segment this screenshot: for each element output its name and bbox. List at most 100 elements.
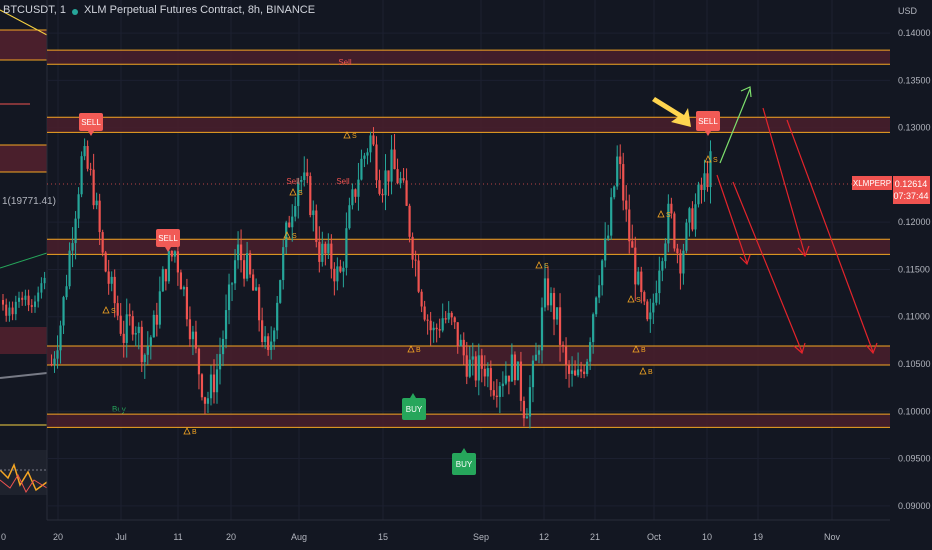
candle-body: [239, 244, 243, 261]
left-zone: [0, 30, 47, 60]
candle-body: [634, 247, 637, 285]
candle-body: [104, 252, 107, 272]
sell-label: SELL: [156, 229, 180, 252]
candle-body: [384, 170, 387, 196]
left-pane-buy-text: Buy: [112, 405, 126, 414]
candle-body: [709, 151, 712, 188]
candle-body: [267, 336, 270, 350]
candle-body: [209, 374, 213, 399]
candle-body: [595, 297, 598, 315]
callout-arrow: [652, 97, 691, 127]
candle-body: [516, 361, 520, 381]
arrow-down-projection-2: [732, 181, 806, 355]
sell-label-text: SELL: [158, 234, 178, 243]
time-tick-label: Jul: [115, 532, 127, 542]
candle-body: [558, 307, 562, 345]
candle-body: [164, 269, 167, 282]
small-sell-text: Sell: [338, 58, 352, 67]
pattern-triangle: [632, 345, 640, 353]
candle-body: [414, 259, 417, 261]
candle-body: [507, 375, 510, 382]
pattern-triangle: [535, 261, 543, 269]
candle-body: [676, 248, 679, 254]
pattern-letter: S: [713, 157, 718, 164]
pattern-triangle: [183, 427, 191, 435]
candle-body: [146, 346, 149, 355]
candle-body: [176, 251, 179, 273]
left-axis-tick: 0: [1, 532, 6, 542]
candle-body: [691, 208, 694, 230]
buy-label-text: BUY: [406, 405, 423, 414]
candle-body: [423, 306, 426, 320]
candle-body: [327, 243, 330, 254]
candle-body: [342, 267, 345, 272]
pattern-triangle: [407, 345, 415, 353]
candle-body: [282, 247, 285, 281]
candle-body: [697, 184, 700, 205]
candle-body: [465, 355, 468, 377]
zone-band: [47, 414, 890, 428]
candle-body: [77, 194, 80, 219]
candle-body: [673, 213, 676, 249]
candle-body: [348, 205, 351, 229]
price-tick-label: 0.13000: [898, 123, 931, 133]
price-tick-label: 0.11500: [898, 264, 930, 274]
candle-body: [468, 359, 471, 377]
candle-body: [185, 287, 189, 320]
candle-body: [375, 144, 378, 181]
candle-body: [303, 172, 306, 181]
chart-header: BTCUSDT, 1 XLM Perpetual Futures Contrac…: [0, 4, 315, 22]
left-candle-body: [11, 307, 14, 315]
candle-body: [381, 193, 384, 196]
pattern-letter: S: [111, 308, 116, 315]
candle-body: [372, 135, 375, 145]
price-tick-label: 0.09000: [898, 501, 931, 511]
candle-body: [71, 243, 74, 251]
candle-body: [212, 374, 216, 393]
candle-body: [564, 346, 568, 366]
candle-body: [405, 180, 408, 206]
candle-body: [613, 186, 616, 198]
candle-body: [137, 326, 140, 334]
candle-body: [658, 270, 661, 294]
candle-body: [230, 283, 234, 285]
candle-body: [324, 243, 327, 254]
candle-body: [62, 297, 65, 326]
candle-body: [700, 184, 703, 190]
time-tick-label: Oct: [647, 532, 662, 542]
candle-body: [276, 302, 279, 331]
left-pane-candles: [2, 271, 46, 322]
candle-body: [643, 292, 646, 302]
candle-body: [492, 390, 495, 396]
candle-body: [387, 170, 390, 182]
candle-body: [474, 356, 477, 381]
pattern-letter: S: [298, 190, 303, 197]
last-price-value: 0.12614: [895, 179, 928, 189]
candle-body: [628, 209, 631, 242]
candle-body: [570, 370, 574, 374]
left-side-pane: 1(19771.41) Buy: [0, 0, 126, 520]
candle-body: [351, 189, 354, 206]
candle-body: [426, 319, 429, 321]
candle-body: [261, 320, 264, 343]
candle-body: [528, 387, 532, 417]
time-tick-label: 21: [590, 532, 600, 542]
buy-label-text: BUY: [456, 460, 473, 469]
candle-body: [625, 200, 628, 210]
small-sell-text: Sell: [286, 177, 300, 186]
candle-body: [65, 286, 68, 298]
candle-body: [227, 284, 231, 311]
candle-body: [339, 266, 342, 272]
pattern-triangle: [627, 295, 635, 303]
candle-body: [525, 416, 529, 419]
pattern-letter: S: [352, 133, 357, 140]
candle-body: [670, 203, 673, 214]
candle-body: [86, 146, 89, 169]
left-candle-body: [37, 292, 40, 302]
pattern-markers: S S S S S S S S B B B B: [102, 131, 718, 436]
candle-body: [393, 149, 396, 170]
candle-body: [519, 361, 523, 401]
candle-body: [258, 287, 261, 321]
candle-body: [637, 271, 640, 285]
